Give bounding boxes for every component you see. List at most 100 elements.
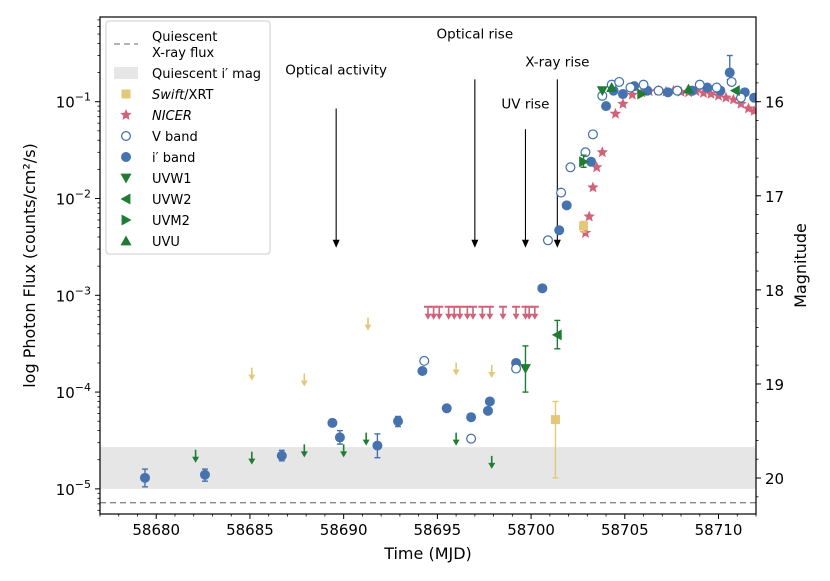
uvw2-point (551, 329, 562, 341)
v-band-point (711, 82, 722, 93)
v-band-point-ring (625, 82, 636, 93)
legend-label-italic: Swift (152, 88, 185, 103)
v-band-point-ring (638, 79, 649, 90)
nicer-upper-limit (463, 305, 472, 320)
y-tick-label: 10−5 (56, 478, 91, 499)
uv-upper-limit (300, 444, 308, 458)
v-band-point (694, 79, 705, 90)
v-band-point (511, 363, 522, 374)
i-band-point (662, 87, 673, 98)
v-band-point-ring (726, 76, 737, 87)
v-band-point (587, 129, 598, 140)
data-points-layer (139, 54, 756, 488)
y-tick-label: 10−1 (56, 91, 91, 112)
i-band-point (537, 283, 548, 294)
legend-label: Quiescent i′ mag (152, 67, 261, 82)
v-band-point-ring (580, 147, 591, 158)
v-band-point (542, 235, 553, 246)
legend-entry-uvw2: UVW2 (120, 193, 192, 208)
swift-upper-limit (488, 365, 496, 379)
v-band-point-ring (711, 82, 722, 93)
i-band-point (417, 366, 428, 377)
annotation-label: Optical activity (285, 63, 387, 79)
legend-uvm2-marker (121, 214, 132, 226)
v-band-point-ring (565, 162, 576, 173)
y-tick-base: 10 (56, 94, 75, 112)
swift-upper-limit-head (452, 369, 460, 376)
annotation: Optical rise (437, 26, 513, 248)
nicer-ul-head (478, 313, 486, 320)
uv-upper-limit-head (362, 439, 370, 446)
y-tick-label: 10−3 (56, 284, 91, 305)
i-band-point (393, 416, 404, 427)
y-tick-base: 10 (56, 384, 75, 402)
i-band-point (586, 156, 597, 167)
nicer-ul-head (499, 313, 507, 320)
swift-upper-limit (452, 362, 460, 376)
legend-label: Quiescent (152, 30, 217, 45)
uv-upper-limit (488, 455, 496, 469)
nicer-upper-limit (424, 305, 432, 320)
uv-upper-limit-head (192, 456, 200, 463)
legend-label: UVU (152, 235, 180, 250)
v-band-point-ring (511, 363, 522, 374)
swift-upper-limit-head (488, 372, 496, 379)
quiescent-imag-band-layer (100, 447, 756, 489)
legend-iband-marker (121, 152, 131, 162)
legend-label: UVW1 (152, 172, 192, 187)
nicer-upper-limit (455, 305, 464, 320)
nicer-ul-head (531, 313, 539, 320)
legend-nicer-marker (120, 109, 132, 120)
nicer-point (617, 97, 629, 109)
annotations-layer: Optical activity Optical rise UV rise X-ray… (285, 26, 589, 248)
x-tick-label: 58680 (132, 521, 180, 539)
uvm2-point (637, 88, 648, 100)
nicer-point (705, 88, 717, 99)
annotation: X-ray rise (525, 55, 589, 248)
nicer-ul-head (435, 313, 443, 320)
swift-xrt-point (550, 415, 560, 425)
i-band-point (441, 403, 452, 414)
i-band-point (327, 417, 338, 428)
uvw2-point (729, 85, 740, 97)
y-tick-base: 10 (56, 190, 75, 208)
y-tick-exponent: −3 (75, 284, 91, 297)
legend-label: i′ band (152, 151, 195, 166)
i-band-point (702, 82, 713, 93)
swift-upper-limit-head (248, 374, 256, 381)
nicer-upper-limit (485, 305, 494, 320)
legend-entry-nicer: NICER (120, 109, 192, 124)
y-tick-exponent: −4 (75, 381, 91, 394)
legend-label: NICER (152, 109, 192, 124)
legend-entry-band: Quiescent i′ mag (114, 67, 261, 82)
nicer-upper-limit (444, 305, 453, 320)
legend-entry-iband: i′ band (121, 151, 195, 166)
swift-upper-limit (300, 373, 308, 387)
annotation: UV rise (501, 97, 549, 248)
nicer-point (587, 181, 599, 193)
legend-entry-uvm2: UVM2 (121, 214, 190, 229)
annotation-label: X-ray rise (525, 55, 589, 71)
swift-upper-limit-head (364, 324, 372, 331)
i-band-point (334, 432, 345, 443)
right-tick-label: 17 (765, 188, 784, 206)
nicer-ul-head (456, 313, 464, 320)
nicer-ul-head (486, 313, 494, 320)
x-tick-label: 58690 (320, 521, 368, 539)
nicer-point (609, 107, 622, 119)
nicer-ul-head (525, 313, 533, 320)
nicer-ul-head (424, 313, 432, 320)
v-band-point-ring (672, 85, 683, 96)
uv-upper-limit (248, 451, 256, 465)
legend-entry-vband: V band (120, 130, 198, 145)
legend-label: V band (152, 130, 198, 145)
i-band-point (482, 405, 493, 416)
legend-label: UVW2 (152, 193, 192, 208)
legend-box (105, 20, 271, 255)
v-band-point-ring (466, 433, 477, 444)
i-band-point (724, 67, 735, 78)
y-axis-label: log Photon Flux (counts/cm²/s) (20, 143, 39, 388)
nicer-ul-head (469, 313, 477, 320)
plot-frame (99, 16, 757, 515)
